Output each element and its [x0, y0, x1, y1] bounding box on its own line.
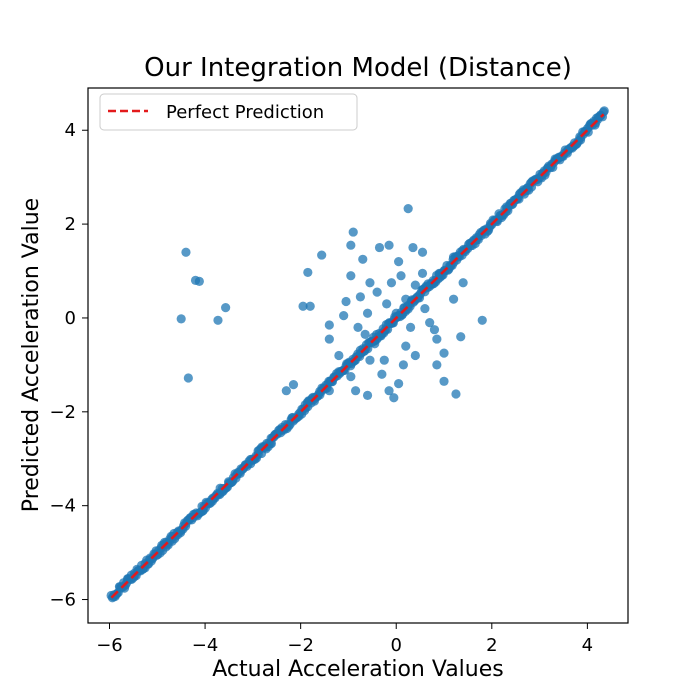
y-tick-label: −4 [49, 496, 76, 517]
legend: Perfect Prediction [99, 93, 358, 131]
scatter-outlier-point [408, 242, 418, 253]
scatter-outlier-point [377, 369, 387, 379]
plot-area: −6 −4 −2 0 2 4 −6 −4 −2 0 2 4 [49, 87, 629, 656]
scatter-outlier-point [346, 271, 356, 281]
scatter-outlier-point [360, 329, 370, 339]
scatter-outlier-point [346, 240, 356, 250]
scatter-outlier-point [429, 325, 440, 335]
scatter-outlier-point [324, 320, 334, 330]
reference-line-layer [110, 113, 605, 599]
scatter-outlier-point [348, 227, 358, 237]
scatter-outlier-point [420, 303, 430, 314]
scatter-outlier-point [389, 393, 399, 403]
scatter-outlier-point [351, 386, 361, 396]
scatter-outlier-point [183, 373, 193, 383]
scatter-outlier-point [417, 247, 428, 257]
scatter-outlier-point [358, 254, 368, 264]
legend-box [99, 93, 358, 131]
y-tick-label: 4 [65, 120, 76, 141]
scatter-outlier-point [334, 350, 344, 361]
scatter-outlier-point [434, 268, 444, 278]
scatter-outlier-point [417, 268, 428, 278]
scatter-outlier-point [281, 386, 291, 396]
scatter-outlier-point [439, 376, 449, 386]
scatter-outlier-point [448, 294, 459, 304]
scatter-outlier-point [221, 303, 231, 313]
x-axis-title: Actual Acceleration Values [212, 657, 504, 682]
scatter-outlier-point [382, 299, 392, 309]
scatter-outlier-point [346, 372, 356, 382]
scatter-outlier-point [403, 204, 413, 214]
scatter-outlier-point [181, 247, 191, 257]
scatter-outlier-point [451, 389, 461, 399]
scatter-outlier-point [324, 334, 334, 344]
x-tick-label: −6 [96, 635, 123, 656]
scatter-outlier-point [386, 278, 397, 288]
scatter-outlier-point [365, 278, 375, 288]
scatter-outlier-point [401, 341, 411, 351]
scatter-outlier-point [432, 334, 442, 344]
scatter-outlier-point [324, 386, 334, 396]
x-tick-label: 2 [486, 635, 497, 656]
scatter-outlier-point [298, 301, 308, 311]
scatter-outlier-point [425, 318, 435, 328]
perfect-prediction-line [110, 113, 605, 599]
x-tick-label: 0 [391, 635, 402, 656]
scatter-outlier-point [405, 322, 416, 332]
y-tick-label: 2 [65, 214, 76, 235]
x-tick-label: 4 [582, 635, 593, 656]
scatter-outlier-point [176, 314, 186, 324]
scatter-outlier-point [394, 257, 404, 267]
scatter-outlier-point [456, 332, 466, 342]
y-tick-label: −2 [49, 402, 76, 423]
scatter-outlier-point [432, 360, 442, 370]
scatter-outlier-point [317, 250, 327, 260]
scatter-outlier-point [194, 276, 204, 286]
legend-label-perfect-prediction: Perfect Prediction [166, 102, 324, 123]
chart-title: Our Integration Model (Distance) [144, 53, 572, 83]
scatter-outlier-point [401, 294, 411, 304]
scatter-outlier-point [410, 350, 420, 361]
scatter-outlier-point [384, 386, 394, 396]
scatter-outlier-point [477, 315, 487, 325]
data-points [106, 106, 609, 603]
scatter-outlier-point [374, 242, 385, 253]
scatter-outlier-point [391, 308, 401, 318]
scatter-outlier-point [355, 292, 365, 302]
x-tick-label: −4 [192, 635, 219, 656]
scatter-outlier-point [439, 348, 449, 358]
scatter-outlier-point [288, 380, 299, 390]
scatter-outlier-point [362, 308, 373, 318]
scatter-outlier-point [213, 315, 223, 325]
y-axis-ticks: −6 −4 −2 0 2 4 [49, 120, 88, 611]
x-axis-ticks: −6 −4 −2 0 2 4 [96, 623, 593, 656]
y-axis-title: Predicted Acceleration Value [19, 198, 44, 512]
scatter-outlier-point [341, 296, 351, 307]
scatter-outlier-point [410, 280, 420, 290]
scatter-outlier-point [365, 355, 375, 365]
scatter-outlier-point [384, 240, 394, 250]
scatter-outlier-point [353, 322, 363, 332]
scatter-outlier-point [458, 278, 468, 288]
y-tick-label: 0 [65, 308, 76, 329]
scatter-outlier-point [362, 390, 373, 400]
scatter-outlier-point [372, 287, 382, 297]
scatter-outlier-point [379, 355, 389, 365]
scatter-outlier-point [398, 360, 408, 370]
scatter-outlier-point [396, 271, 406, 281]
scatter-outlier-point [303, 267, 313, 278]
scatter-outlier-point [339, 311, 349, 321]
x-tick-label: −2 [287, 635, 314, 656]
scatter-outlier-point [394, 379, 404, 389]
y-tick-label: −6 [49, 590, 76, 611]
scatter-point [599, 106, 609, 116]
scatter-outlier-point [305, 301, 315, 311]
